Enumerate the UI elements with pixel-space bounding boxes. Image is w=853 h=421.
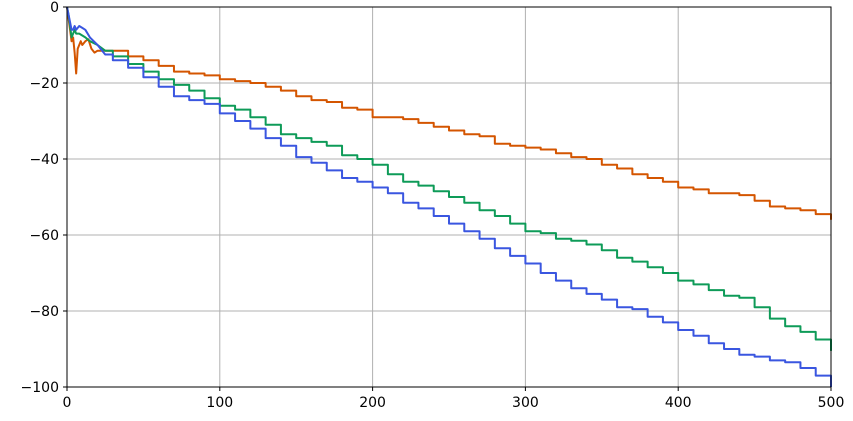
x-tick-label: 300 [512,395,539,411]
series-line-1 [66,6,832,220]
x-tick-label: 500 [818,395,845,411]
x-tick-label: 0 [63,395,72,411]
y-tick-label: −60 [29,228,59,244]
y-tick-label: −100 [21,380,59,396]
y-tick-label: −40 [29,152,59,168]
y-tick-label: −20 [29,76,59,92]
x-axis: 0 100 200 300 400 500 [63,387,845,411]
y-tick-label: 0 [50,0,59,16]
series-line-3 [66,6,832,387]
plot-frame [66,6,832,388]
series-layer [66,6,832,387]
x-tick-label: 100 [206,395,233,411]
y-tick-label: −80 [29,304,59,320]
y-axis: 0 −20 −40 −60 −80 −100 [21,0,67,396]
series-line-2 [66,6,832,351]
x-tick-label: 400 [665,395,692,411]
x-tick-label: 200 [359,395,386,411]
